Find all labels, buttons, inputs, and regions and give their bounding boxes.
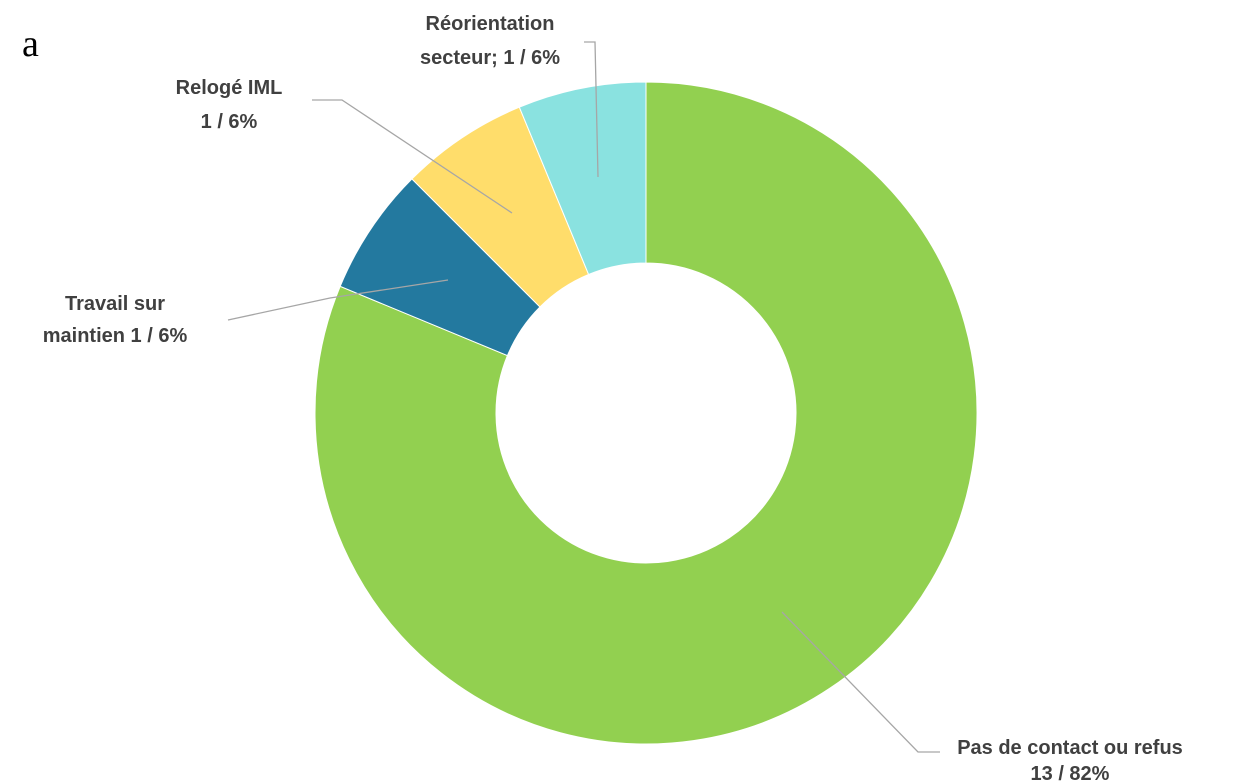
data-label: 13 / 82%: [1031, 763, 1110, 784]
data-label: maintien 1 / 6%: [43, 325, 188, 347]
leader-line: [584, 41, 599, 178]
data-label: secteur; 1 / 6%: [420, 47, 560, 69]
donut-slice: [314, 81, 978, 745]
leader-line: [312, 99, 513, 214]
data-label: Réorientation: [426, 13, 555, 35]
leader-line: [227, 279, 449, 321]
data-label: Relogé IML: [176, 77, 283, 99]
leader-line: [781, 611, 940, 753]
cut-text: a: [22, 23, 39, 65]
data-label: 1 / 6%: [201, 111, 258, 133]
data-label: Pas de contact ou refus: [957, 737, 1183, 759]
data-label: Travail sur: [65, 293, 165, 315]
donut-slice: [518, 81, 647, 276]
